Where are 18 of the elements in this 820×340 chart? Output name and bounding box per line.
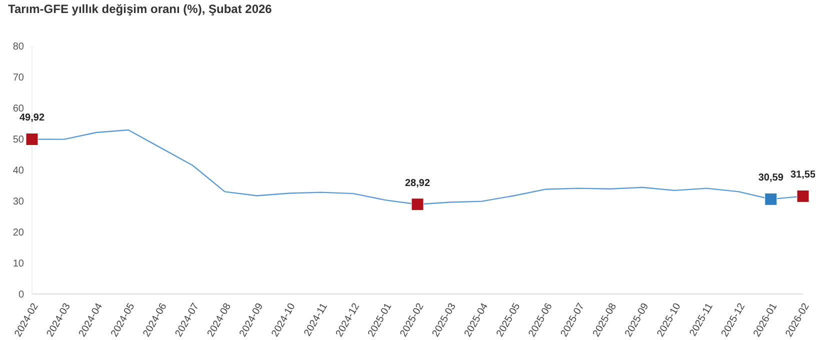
y-tick-label: 30 bbox=[12, 196, 24, 208]
data-label: 49,92 bbox=[19, 112, 45, 124]
point bbox=[411, 198, 424, 211]
point bbox=[764, 192, 778, 206]
y-tick-label: 10 bbox=[12, 258, 24, 270]
y-tick-label: 20 bbox=[12, 228, 24, 239]
point bbox=[796, 190, 810, 202]
y-tick-label: 0 bbox=[18, 290, 24, 301]
data-label: 30,59 bbox=[758, 172, 784, 184]
y-tick-label: 40 bbox=[12, 166, 24, 177]
point bbox=[26, 133, 38, 146]
y-tick-label: 60 bbox=[12, 104, 24, 115]
data-label: 31,55 bbox=[790, 170, 816, 181]
data-label: 28,92 bbox=[404, 178, 430, 189]
y-tick-label: 70 bbox=[12, 72, 24, 84]
chart-title: Tarım-GFE yıllık değişim oranı (%), Şubat 2026 bbox=[8, 2, 272, 16]
y-tick-label: 80 bbox=[12, 42, 24, 53]
y-tick-label: 50 bbox=[12, 134, 24, 146]
